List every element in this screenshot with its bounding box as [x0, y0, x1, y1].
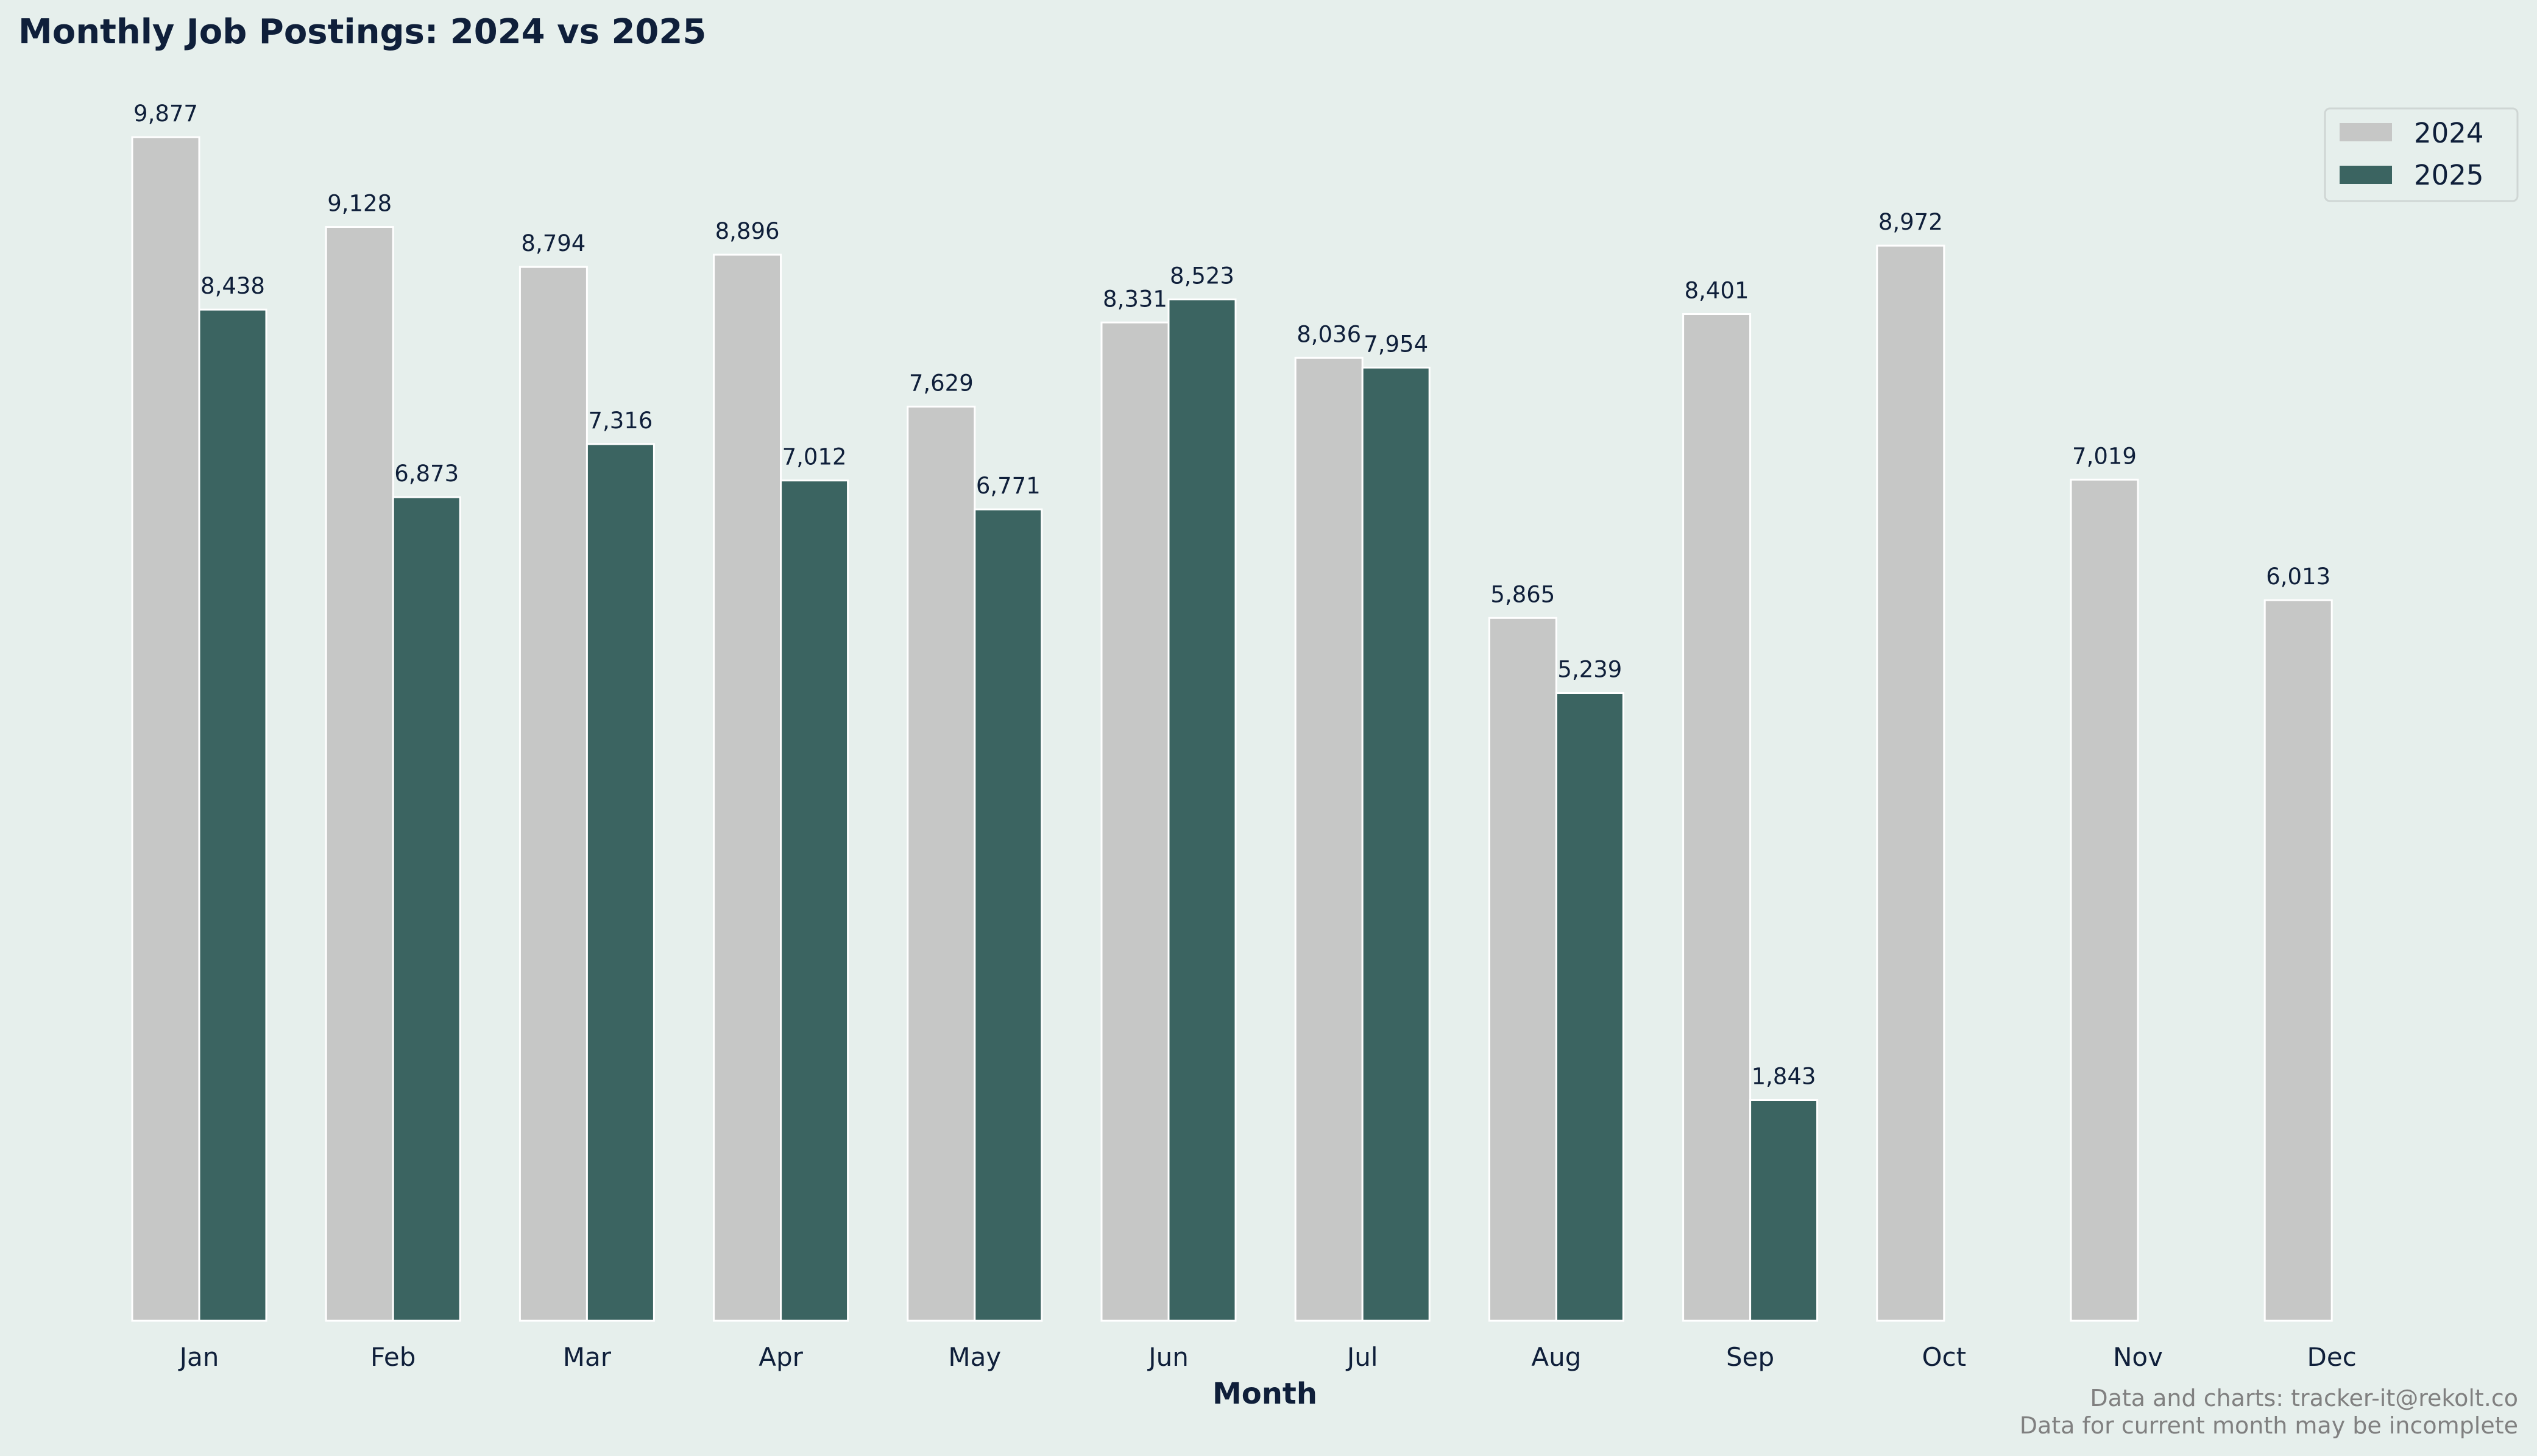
bar-2024-nov	[2070, 478, 2139, 1322]
x-tick-label-oct: Oct	[1922, 1342, 1966, 1372]
value-label-2024-mar: 8,794	[521, 230, 586, 256]
value-label-2024-dec: 6,013	[2266, 564, 2330, 590]
x-tick-label-mar: Mar	[563, 1342, 612, 1372]
legend-label-2025: 2025	[2414, 159, 2484, 191]
bar-2025-sep	[1749, 1099, 1819, 1322]
value-label-2024-aug: 5,865	[1490, 581, 1555, 607]
value-labels-group: 9,877 8,438 9,128 6,873 8,794 7,316 8,896 7,012…	[133, 101, 2330, 1089]
x-axis-label: Month	[1212, 1377, 1317, 1411]
bar-2024-feb	[325, 226, 394, 1322]
x-tick-label-jul: Jul	[1345, 1342, 1378, 1372]
legend-label-2024: 2024	[2414, 117, 2484, 149]
bar-2024-may	[907, 405, 976, 1322]
value-label-2024-jan: 9,877	[133, 101, 198, 127]
bar-2025-jan	[198, 308, 267, 1322]
bar-2025-aug	[1555, 692, 1624, 1322]
bar-2024-apr	[713, 253, 782, 1322]
x-tick-label-feb: Feb	[370, 1342, 416, 1372]
bar-series-group	[131, 136, 2333, 1322]
chart-title: Monthly Job Postings: 2024 vs 2025	[18, 12, 706, 52]
value-label-2025-aug: 5,239	[1557, 657, 1622, 683]
value-label-2025-feb: 6,873	[394, 461, 459, 487]
footnote-source: Data and charts: tracker-it@rekolt.co	[2090, 1385, 2518, 1412]
value-label-2024-oct: 8,972	[1878, 209, 1943, 235]
x-tick-label-jun: Jun	[1147, 1342, 1189, 1372]
bar-2024-aug	[1488, 617, 1557, 1322]
x-tick-label-jan: Jan	[178, 1342, 219, 1372]
value-label-2025-jul: 7,954	[1364, 331, 1428, 357]
bar-2025-jun	[1167, 299, 1237, 1322]
x-tick-labels-group: Jan Feb Mar Apr May Jun Jul Aug Sep Oct Nov Dec	[178, 1342, 2357, 1372]
x-tick-label-may: May	[948, 1342, 1001, 1372]
footnote-incomplete: Data for current month may be incomplete	[2020, 1412, 2518, 1439]
value-label-2025-may: 6,771	[976, 473, 1041, 499]
bar-2025-jul	[1361, 366, 1431, 1322]
legend: 2024 2025	[2324, 107, 2519, 202]
value-label-2025-apr: 7,012	[782, 444, 847, 470]
x-tick-label-aug: Aug	[1531, 1342, 1581, 1372]
x-tick-label-dec: Dec	[2307, 1342, 2357, 1372]
value-label-2025-mar: 7,316	[588, 408, 653, 434]
x-tick-label-sep: Sep	[1726, 1342, 1774, 1372]
value-label-2025-sep: 1,843	[1752, 1064, 1816, 1090]
bar-2024-oct	[1876, 244, 1945, 1322]
x-tick-label-nov: Nov	[2113, 1342, 2163, 1372]
bar-2024-jan	[131, 136, 200, 1322]
value-label-2024-feb: 9,128	[327, 191, 392, 217]
bar-2025-may	[974, 508, 1043, 1322]
bar-2025-apr	[780, 479, 849, 1322]
bar-2025-mar	[586, 443, 655, 1322]
value-label-2024-jul: 8,036	[1297, 321, 1361, 347]
bar-2024-mar	[518, 266, 588, 1322]
value-label-2025-jan: 8,438	[200, 273, 265, 299]
value-label-2024-jun: 8,331	[1103, 286, 1167, 312]
x-tick-label-apr: Apr	[759, 1342, 803, 1372]
bar-2025-feb	[392, 496, 461, 1322]
value-label-2024-may: 7,629	[909, 370, 974, 396]
value-label-2024-apr: 8,896	[715, 218, 780, 244]
bar-2024-jul	[1294, 356, 1364, 1322]
value-label-2025-jun: 8,523	[1170, 263, 1234, 289]
bar-2024-jun	[1100, 321, 1170, 1322]
legend-swatch-2025	[2340, 166, 2392, 184]
bar-2024-dec	[2263, 599, 2333, 1322]
bar-2024-sep	[1682, 313, 1752, 1322]
value-label-2024-sep: 8,401	[1685, 278, 1749, 304]
legend-swatch-2024	[2340, 123, 2392, 141]
value-label-2024-nov: 7,019	[2072, 443, 2137, 469]
